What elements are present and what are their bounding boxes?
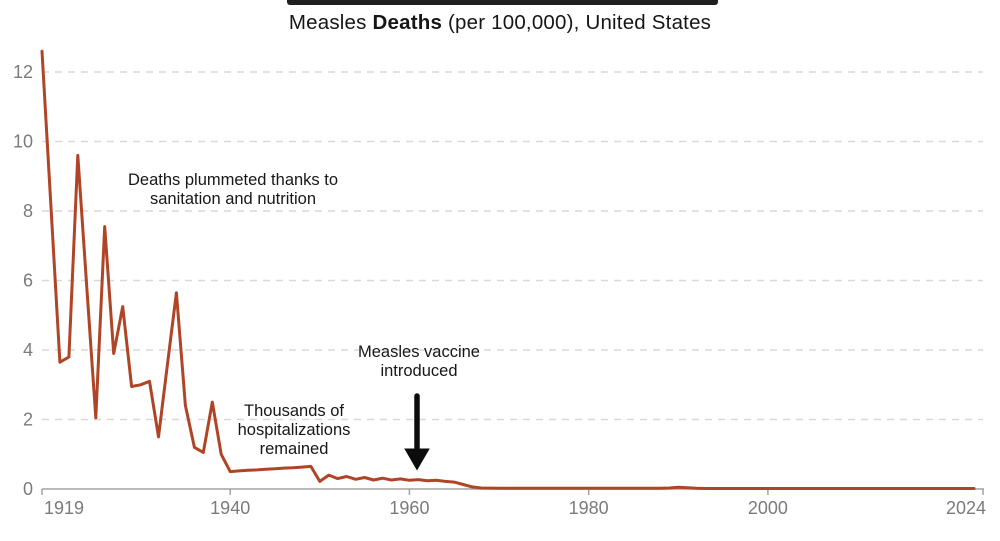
y-tick-label: 4 (23, 340, 33, 360)
annotation-sanitation-line2: sanitation and nutrition (149, 190, 317, 208)
x-tick-label: 2000 (748, 498, 788, 518)
x-tick-label: 2024 (946, 498, 986, 518)
annotation-hospitalizations: Thousands of hospitalizations remained (238, 402, 351, 459)
measles-deaths-line (40, 49, 976, 490)
chart-title: Measles Deaths (per 100,000), United Sta… (0, 11, 1000, 35)
annotation-hospitalizations-line2: hospitalizations (237, 421, 351, 439)
annotation-vaccine-line2: introduced (380, 362, 458, 380)
annotation-sanitation: Deaths plummeted thanks to sanitation an… (128, 171, 338, 209)
title-bold-word: Deaths (372, 11, 443, 34)
annotation-vaccine-line1: Measles vaccine (358, 343, 480, 361)
top-bar-decoration (287, 0, 718, 5)
annotation-vaccine: Measles vaccine introduced (358, 343, 480, 381)
title-prefix: Measles (288, 11, 373, 34)
annotation-hospitalizations-line3: remained (259, 440, 329, 458)
annotation-hospitalizations-line1: Thousands of (244, 402, 344, 420)
annotation-sanitation-line1: Deaths plummeted thanks to (127, 171, 339, 189)
y-tick-label: 2 (23, 410, 33, 430)
y-tick-label: 12 (13, 62, 33, 82)
x-tick-label: 1980 (569, 498, 609, 518)
x-tick-label: 1960 (389, 498, 429, 518)
y-tick-label: 8 (23, 201, 33, 221)
x-tick-label: 1940 (210, 498, 250, 518)
y-tick-label: 10 (13, 132, 33, 152)
vaccine-arrow-icon (404, 393, 430, 471)
title-suffix: (per 100,000), United States (442, 11, 712, 34)
y-tick-label: 0 (23, 479, 33, 499)
x-tick-label: 1919 (44, 498, 84, 518)
y-tick-label: 6 (23, 271, 33, 291)
